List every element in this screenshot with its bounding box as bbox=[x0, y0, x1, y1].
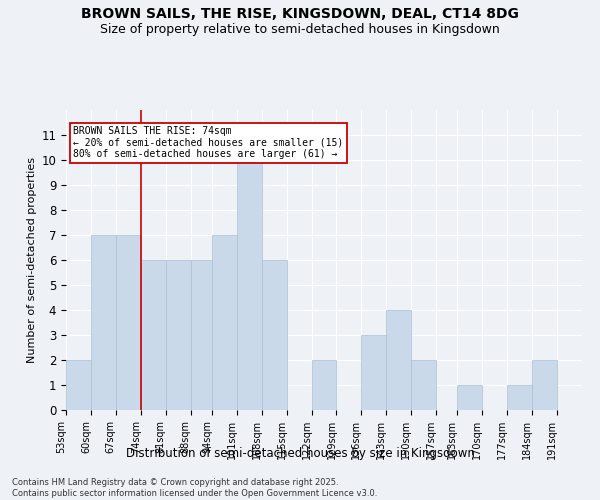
Bar bbox=[91, 235, 116, 410]
Bar bbox=[457, 385, 482, 410]
Text: BROWN SAILS THE RISE: 74sqm
← 20% of semi-detached houses are smaller (15)
80% o: BROWN SAILS THE RISE: 74sqm ← 20% of sem… bbox=[73, 126, 343, 160]
Bar bbox=[532, 360, 557, 410]
Bar bbox=[311, 360, 337, 410]
Text: Contains HM Land Registry data © Crown copyright and database right 2025.
Contai: Contains HM Land Registry data © Crown c… bbox=[12, 478, 377, 498]
Bar bbox=[166, 260, 191, 410]
Bar bbox=[191, 260, 212, 410]
Bar bbox=[507, 385, 532, 410]
Text: Size of property relative to semi-detached houses in Kingsdown: Size of property relative to semi-detach… bbox=[100, 22, 500, 36]
Bar bbox=[66, 360, 91, 410]
Bar bbox=[116, 235, 141, 410]
Bar bbox=[237, 160, 262, 410]
Bar bbox=[386, 310, 411, 410]
Bar bbox=[262, 260, 287, 410]
Bar bbox=[361, 335, 386, 410]
Text: BROWN SAILS, THE RISE, KINGSDOWN, DEAL, CT14 8DG: BROWN SAILS, THE RISE, KINGSDOWN, DEAL, … bbox=[81, 8, 519, 22]
Bar bbox=[411, 360, 436, 410]
Y-axis label: Number of semi-detached properties: Number of semi-detached properties bbox=[27, 157, 37, 363]
Bar bbox=[212, 235, 237, 410]
Text: Distribution of semi-detached houses by size in Kingsdown: Distribution of semi-detached houses by … bbox=[125, 448, 475, 460]
Bar bbox=[141, 260, 166, 410]
